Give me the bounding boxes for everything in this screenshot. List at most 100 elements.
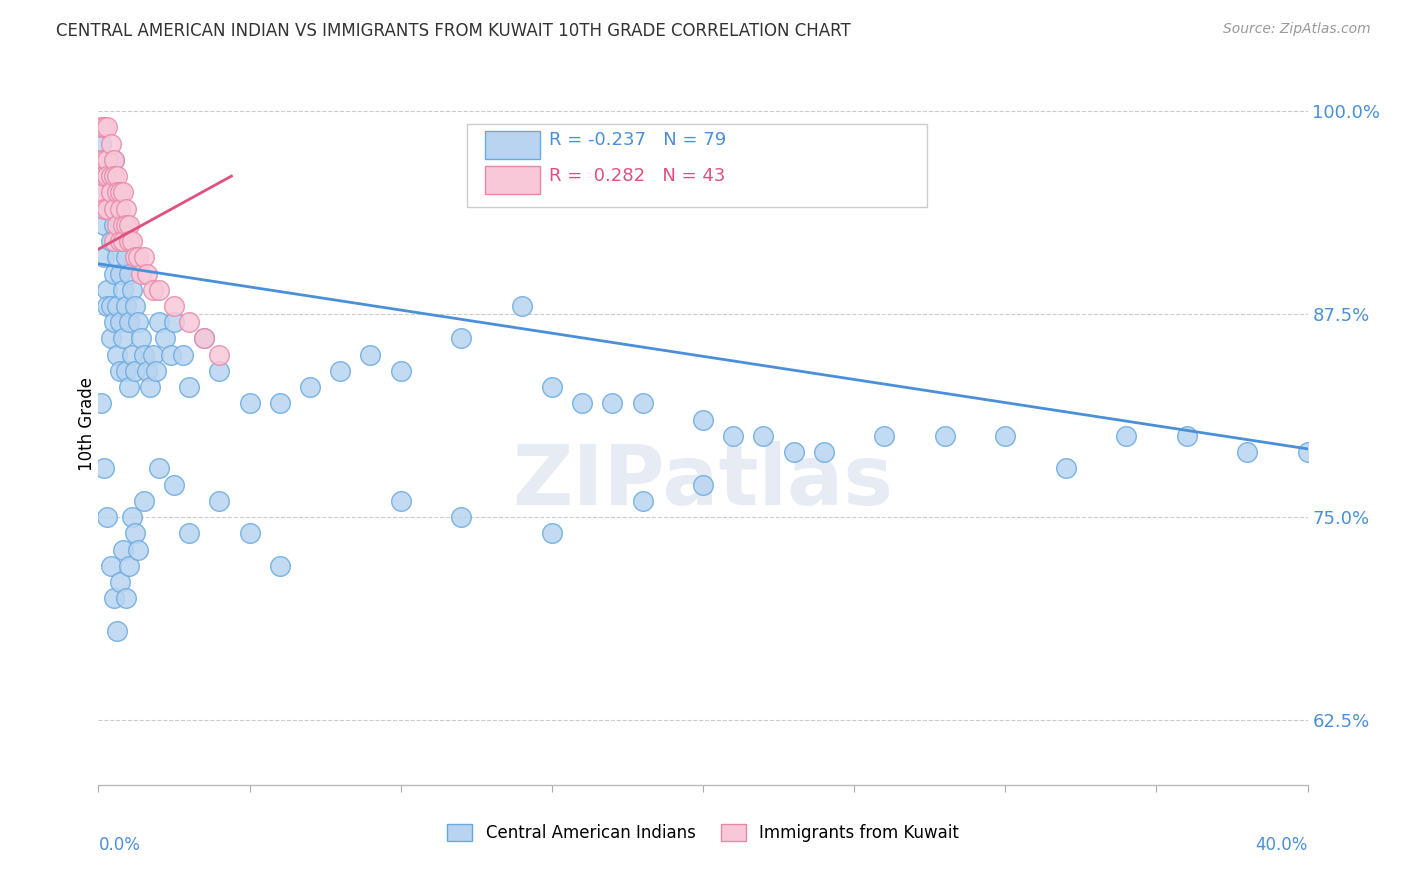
Point	[108, 234, 131, 248]
Point	[723, 429, 745, 443]
Point	[108, 315, 131, 329]
Point	[108, 267, 131, 281]
Point	[105, 202, 128, 216]
Point	[1115, 429, 1137, 443]
Point	[103, 267, 125, 281]
Point	[135, 364, 157, 378]
Point	[96, 120, 118, 135]
Point	[121, 348, 143, 362]
Point	[118, 558, 141, 573]
Point	[239, 526, 262, 541]
Point	[813, 445, 835, 459]
Point	[103, 202, 125, 216]
Point	[96, 169, 118, 183]
Point	[148, 315, 170, 329]
Point	[142, 283, 165, 297]
Point	[269, 558, 291, 573]
Point	[100, 186, 122, 200]
Point	[163, 299, 186, 313]
Point	[108, 186, 131, 200]
Point	[114, 591, 136, 606]
Point	[132, 493, 155, 508]
Point	[153, 331, 176, 345]
Point	[450, 510, 472, 524]
Point	[127, 315, 149, 329]
Point	[124, 250, 146, 264]
Point	[118, 267, 141, 281]
Point	[93, 153, 115, 167]
Point	[114, 364, 136, 378]
Point	[96, 283, 118, 297]
Point	[994, 429, 1017, 443]
Point	[100, 558, 122, 573]
Point	[105, 299, 128, 313]
Point	[121, 510, 143, 524]
Point	[100, 331, 122, 345]
Point	[103, 186, 125, 200]
Point	[103, 234, 125, 248]
Point	[90, 396, 112, 410]
Point	[129, 267, 152, 281]
Point	[93, 202, 115, 216]
Point	[329, 364, 352, 378]
Point	[118, 234, 141, 248]
Text: Source: ZipAtlas.com: Source: ZipAtlas.com	[1223, 22, 1371, 37]
Point	[103, 591, 125, 606]
Point	[124, 526, 146, 541]
Point	[1175, 429, 1198, 443]
Point	[179, 315, 201, 329]
Point	[179, 380, 201, 394]
Point	[90, 120, 112, 135]
Point	[108, 218, 131, 232]
Point	[111, 234, 134, 248]
Point	[100, 136, 122, 151]
Text: R = -0.237   N = 79: R = -0.237 N = 79	[550, 131, 727, 149]
Point	[163, 477, 186, 491]
Point	[108, 202, 131, 216]
Point	[389, 364, 412, 378]
Point	[108, 364, 131, 378]
Point	[103, 315, 125, 329]
Point	[145, 364, 167, 378]
Point	[103, 153, 125, 167]
Point	[193, 331, 215, 345]
Point	[129, 331, 152, 345]
Text: 40.0%: 40.0%	[1256, 836, 1308, 854]
Point	[93, 218, 115, 232]
Point	[105, 624, 128, 638]
Point	[692, 412, 714, 426]
Point	[93, 169, 115, 183]
Point	[105, 250, 128, 264]
Legend: Central American Indians, Immigrants from Kuwait: Central American Indians, Immigrants fro…	[440, 817, 966, 849]
Point	[540, 380, 562, 394]
Point	[90, 186, 112, 200]
Point	[450, 331, 472, 345]
Point	[114, 202, 136, 216]
Text: CENTRAL AMERICAN INDIAN VS IMMIGRANTS FROM KUWAIT 10TH GRADE CORRELATION CHART: CENTRAL AMERICAN INDIAN VS IMMIGRANTS FR…	[56, 22, 851, 40]
Point	[148, 461, 170, 475]
Point	[114, 250, 136, 264]
Point	[172, 348, 194, 362]
Point	[111, 218, 134, 232]
Point	[111, 283, 134, 297]
Point	[96, 202, 118, 216]
Point	[510, 299, 533, 313]
Point	[1236, 445, 1258, 459]
Point	[105, 218, 128, 232]
Point	[208, 493, 231, 508]
Point	[1054, 461, 1077, 475]
Point	[90, 186, 112, 200]
Point	[752, 429, 775, 443]
Point	[100, 169, 122, 183]
Text: R =  0.282   N = 43: R = 0.282 N = 43	[550, 167, 725, 185]
Point	[1296, 445, 1319, 459]
Point	[93, 120, 115, 135]
Point	[96, 510, 118, 524]
Point	[127, 250, 149, 264]
Point	[540, 526, 562, 541]
Point	[631, 396, 654, 410]
Point	[124, 299, 146, 313]
Point	[121, 283, 143, 297]
Point	[571, 396, 593, 410]
Point	[96, 202, 118, 216]
